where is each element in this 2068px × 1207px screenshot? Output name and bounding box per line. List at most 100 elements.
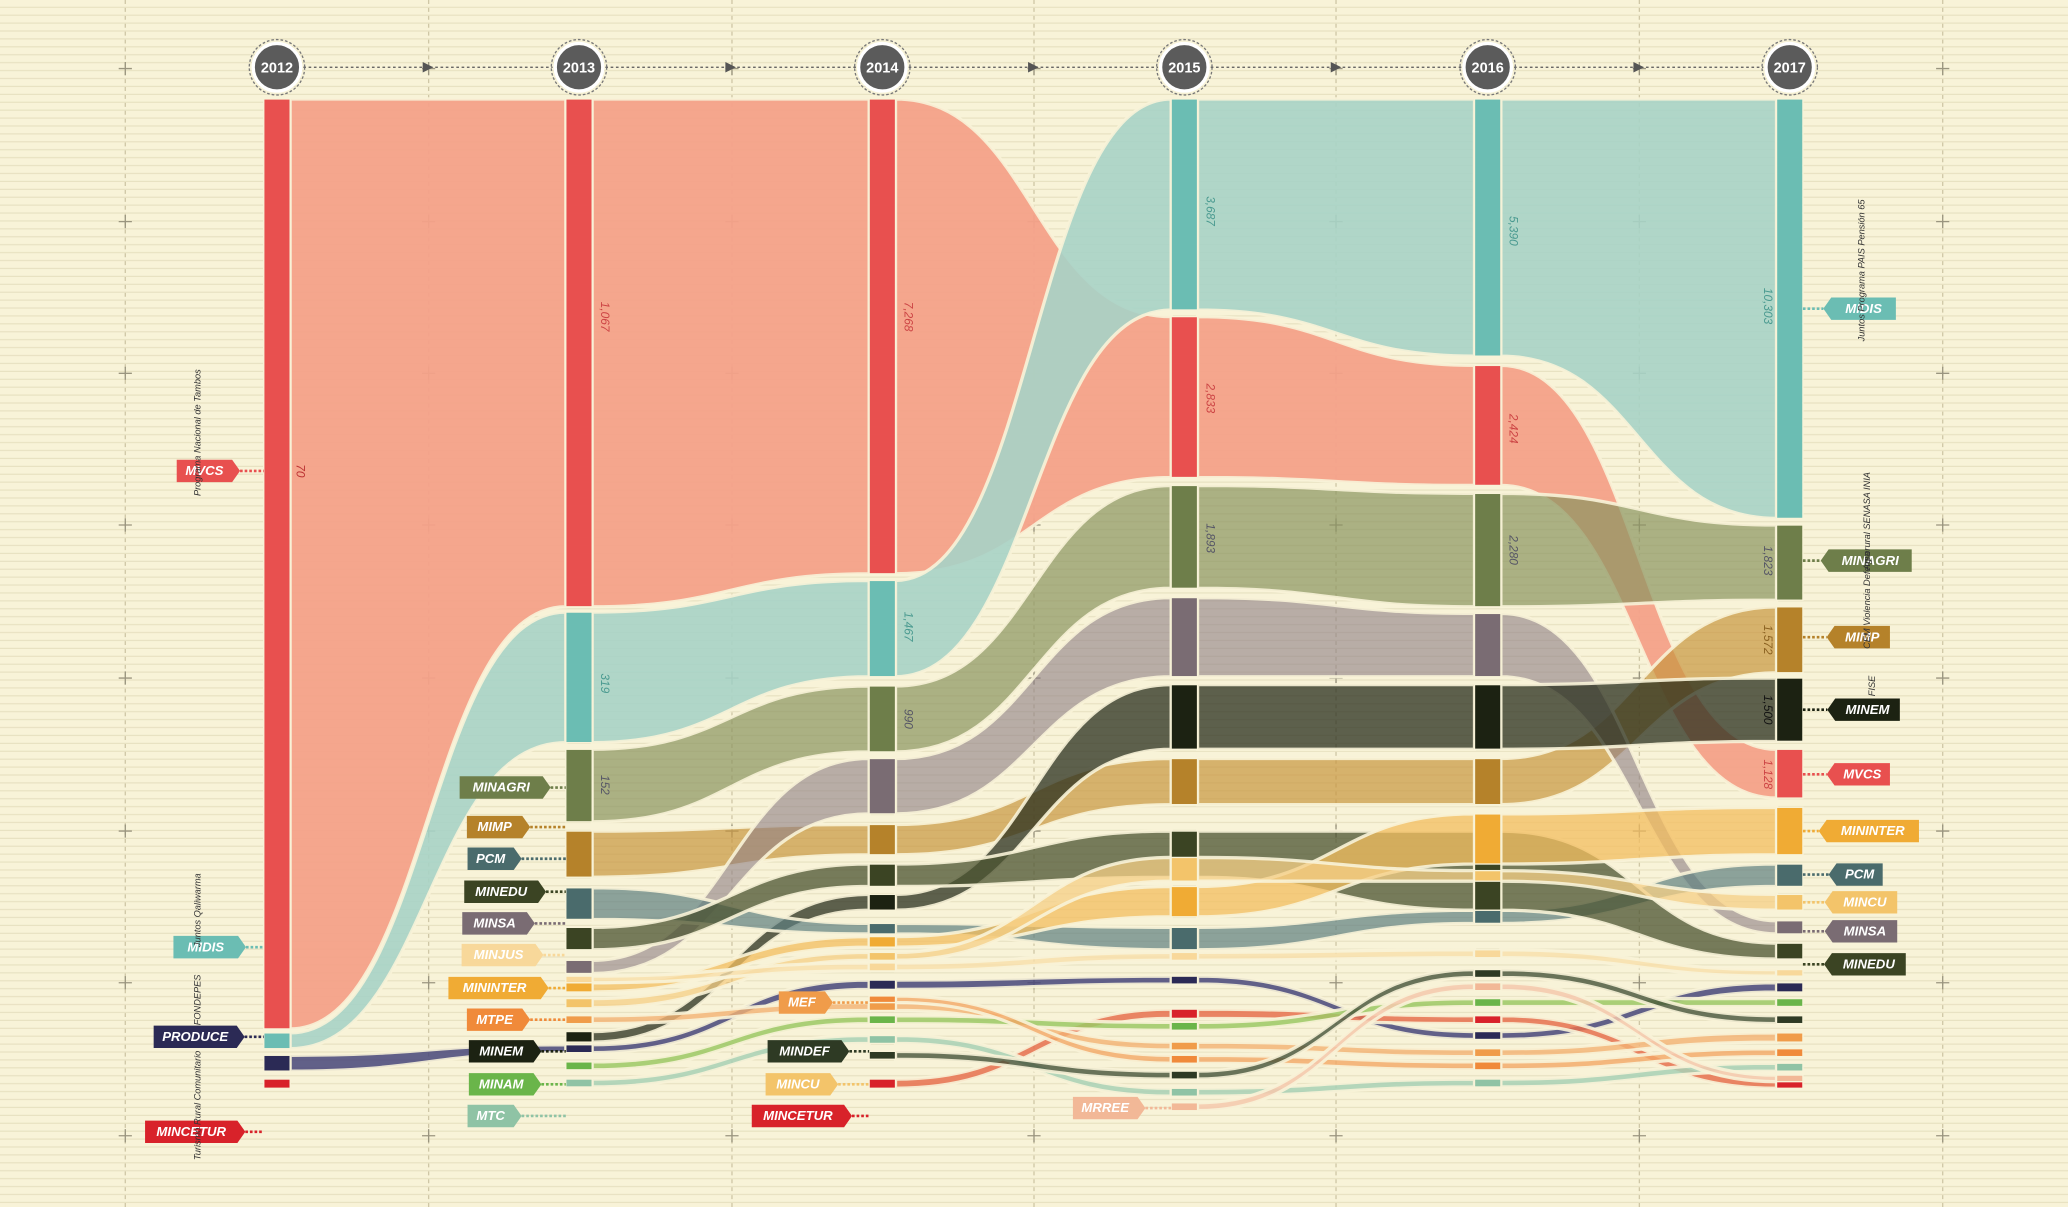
node-bar bbox=[1170, 951, 1199, 961]
tag-label: MINEDU bbox=[475, 884, 527, 899]
year-label: 2017 bbox=[1774, 60, 1806, 76]
value-label: 1,572 bbox=[1761, 625, 1775, 655]
node-bar bbox=[1170, 1054, 1199, 1064]
grid-cross bbox=[1632, 1129, 1646, 1143]
year-label: 2016 bbox=[1472, 60, 1504, 76]
node-bar bbox=[1170, 856, 1199, 882]
tag-label: MINAM bbox=[479, 1076, 525, 1091]
year-label: 2012 bbox=[261, 60, 293, 76]
year-marker bbox=[553, 41, 605, 93]
node-bar bbox=[868, 685, 897, 753]
value-label: 152 bbox=[598, 775, 612, 795]
year-marker-ring bbox=[1761, 38, 1819, 96]
tag-shape bbox=[1818, 819, 1919, 843]
program-note: FISE bbox=[1867, 675, 1877, 696]
tag-label: MVCS bbox=[185, 463, 223, 478]
node-bar bbox=[1473, 683, 1502, 750]
node-bar bbox=[1775, 1048, 1804, 1058]
tag-label: MIDIS bbox=[1845, 301, 1882, 316]
tag-label: MINEDU bbox=[1843, 956, 1895, 971]
node-bar bbox=[1473, 492, 1502, 608]
grid-cross bbox=[422, 976, 436, 990]
node-bar bbox=[1473, 757, 1502, 806]
tag-label: MIMP bbox=[477, 819, 512, 834]
tag-label: MINCU bbox=[776, 1076, 820, 1091]
node-bar bbox=[565, 748, 593, 823]
node-bar bbox=[1170, 1008, 1199, 1020]
tag-label: MTPE bbox=[476, 1012, 514, 1027]
node-bar bbox=[868, 893, 897, 911]
grid-cross bbox=[1936, 215, 1950, 229]
node-bar bbox=[263, 1078, 291, 1089]
value-label: 10,303 bbox=[1761, 288, 1775, 325]
value-label: 1,893 bbox=[1203, 523, 1217, 553]
year-marker-ring bbox=[853, 38, 911, 96]
grid-cross bbox=[1936, 976, 1950, 990]
flow-ribbon bbox=[1499, 97, 1779, 521]
node-bar bbox=[565, 1061, 593, 1071]
tag-label: MINCETUR bbox=[156, 1124, 226, 1139]
program-note: CEM Violencia Defensa bbox=[1862, 552, 1872, 649]
node-bar bbox=[1170, 596, 1199, 678]
year-label: 2014 bbox=[866, 60, 898, 76]
year-label: 2015 bbox=[1168, 60, 1200, 76]
grid-cross bbox=[1936, 824, 1950, 838]
node-bar bbox=[868, 579, 897, 678]
flow-ribbon bbox=[1195, 682, 1477, 751]
tag-shape bbox=[462, 912, 535, 935]
grid-cross bbox=[118, 824, 132, 838]
node-bar bbox=[868, 935, 897, 948]
node-bar bbox=[1170, 926, 1199, 951]
tag-label: MEF bbox=[788, 995, 817, 1010]
node-bar bbox=[868, 962, 897, 972]
timeline-arrow bbox=[1633, 61, 1644, 73]
node-bar bbox=[1473, 982, 1502, 992]
node-bar bbox=[1473, 1061, 1502, 1071]
node-bar bbox=[1473, 909, 1502, 925]
tag-label: MINAGRI bbox=[1842, 553, 1899, 568]
program-note: Programa Nacional de Tambos bbox=[192, 369, 202, 496]
tag-shape bbox=[1072, 1096, 1146, 1120]
program-note: FONDEPES bbox=[192, 974, 202, 1026]
value-label: 2,833 bbox=[1203, 383, 1217, 414]
tag-label: MINCU bbox=[1843, 894, 1887, 909]
value-label: 1,500 bbox=[1761, 695, 1775, 725]
node-bar bbox=[1775, 968, 1804, 977]
tag-label: MINEM bbox=[479, 1043, 524, 1058]
flows bbox=[288, 97, 1779, 1113]
tag-shape bbox=[467, 847, 522, 870]
node-bar bbox=[565, 997, 593, 1009]
grid-cross bbox=[422, 1129, 436, 1143]
node-bar bbox=[565, 611, 593, 744]
node-bar bbox=[1170, 1021, 1199, 1031]
node-bar bbox=[1170, 683, 1199, 750]
node-bar bbox=[868, 922, 897, 935]
node-bar bbox=[1170, 98, 1199, 311]
tag-label: MINSA bbox=[1844, 923, 1886, 938]
tag-label: PRODUCE bbox=[162, 1029, 229, 1044]
year-marker-ring bbox=[1459, 38, 1517, 96]
flow-ribbon bbox=[1499, 805, 1779, 866]
node-bar bbox=[565, 1044, 593, 1054]
node-bar bbox=[1473, 949, 1502, 959]
tag-label: MTC bbox=[476, 1108, 505, 1123]
node-bar bbox=[868, 1001, 897, 1012]
node-bar bbox=[565, 982, 593, 993]
node-bar bbox=[565, 975, 593, 984]
value-label: 2,280 bbox=[1507, 534, 1521, 565]
node-bar bbox=[1775, 748, 1804, 799]
program-note: Agrorural SENASA INIA bbox=[1862, 472, 1872, 571]
node-bar bbox=[868, 98, 897, 575]
tag-label: PCM bbox=[1845, 867, 1875, 882]
tag-shape bbox=[1824, 891, 1898, 914]
node-bar bbox=[868, 823, 897, 856]
tag-shape bbox=[459, 776, 551, 799]
tag-shape bbox=[145, 1120, 246, 1144]
value-label: 1,467 bbox=[901, 612, 915, 642]
timeline-arrow bbox=[1330, 61, 1342, 73]
node-bar bbox=[565, 926, 593, 951]
tag-shape bbox=[1827, 698, 1900, 721]
node-bar bbox=[1170, 1070, 1199, 1080]
node-bar bbox=[1170, 975, 1199, 985]
grid-cross bbox=[1027, 1129, 1041, 1143]
